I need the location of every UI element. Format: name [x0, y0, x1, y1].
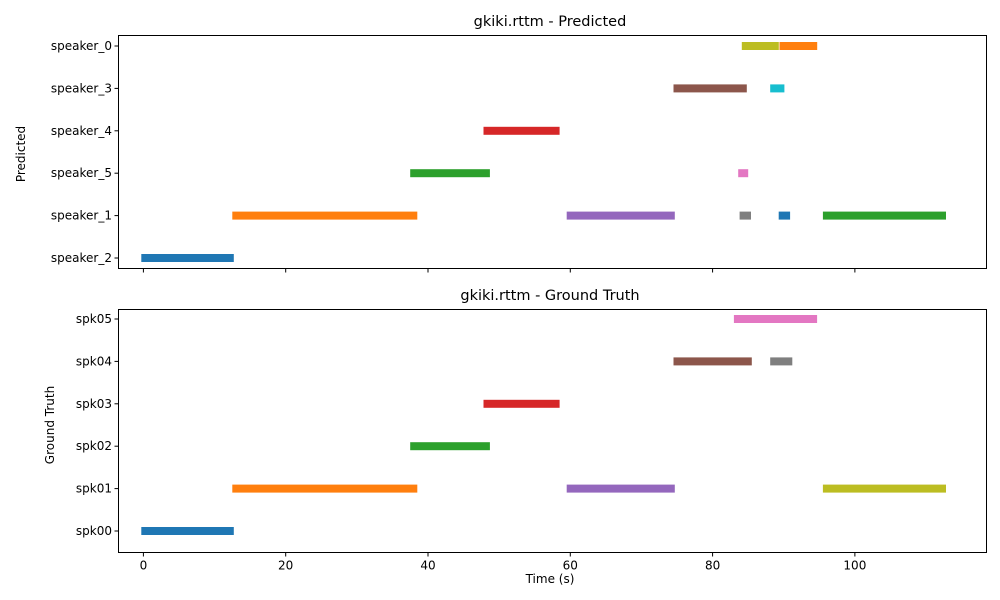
predicted-segment-speaker_4-3	[483, 126, 560, 135]
ground-truth-segment-spk00-0	[141, 527, 234, 535]
predicted-axes: gkiki.rttm - Predicted Predicted speaker…	[14, 14, 987, 273]
ground-truth-segment-spk03-3	[483, 399, 560, 408]
ground-truth-xtick-label-80: 80	[705, 559, 720, 573]
predicted-segment-speaker_1-10	[778, 211, 791, 220]
predicted-segment-speaker_5-2	[410, 169, 490, 178]
predicted-ytick-label-speaker_1: speaker_1	[51, 209, 112, 223]
ground-truth-ytick-label-spk02: spk02	[76, 439, 112, 453]
predicted-segment-speaker_2-0	[141, 254, 234, 262]
ground-truth-segment-spk05-6	[733, 315, 818, 323]
predicted-segment-speaker_1-7	[739, 211, 751, 220]
ground-truth-xtick-label-20: 20	[278, 559, 293, 573]
ground-truth-ytick-label-spk03: spk03	[76, 397, 112, 411]
ground-truth-ylabel: Ground Truth	[43, 386, 57, 464]
predicted-ylabel: Predicted	[14, 126, 28, 182]
ground-truth-ytick-label-spk04: spk04	[76, 354, 112, 368]
ground-truth-segment-spk02-2	[410, 442, 490, 451]
ground-truth-segment-spk01-4	[566, 484, 675, 493]
predicted-yticks: speaker_2 speaker_1 speaker_5 speaker_4 spea…	[51, 39, 119, 265]
predicted-segment-speaker_0-8	[741, 42, 779, 50]
ground-truth-xtick-label-60: 60	[563, 559, 578, 573]
ground-truth-xtick-label-100: 100	[843, 559, 866, 573]
predicted-ytick-label-speaker_2: speaker_2	[51, 251, 112, 265]
predicted-ytick-label-speaker_4: speaker_4	[51, 124, 112, 138]
ground-truth-marks	[141, 315, 946, 535]
ground-truth-yticks: spk00 spk01 spk02 spk03 spk04 spk05	[76, 312, 119, 538]
ground-truth-axes: gkiki.rttm - Ground Truth Ground Truth s…	[43, 288, 987, 586]
predicted-segment-speaker_1-12	[822, 211, 946, 220]
predicted-xticks	[142, 268, 856, 273]
ground-truth-plot-frame	[118, 309, 987, 553]
ground-truth-xticks: 0 20 40 60 80 100	[140, 552, 866, 573]
ground-truth-segment-spk04-7	[770, 357, 793, 366]
ground-truth-ytick-label-spk01: spk01	[76, 482, 112, 496]
predicted-marks	[141, 42, 946, 262]
predicted-segment-speaker_5-6	[738, 169, 749, 178]
predicted-title: gkiki.rttm - Predicted	[474, 14, 627, 30]
predicted-segment-speaker_1-4	[566, 211, 675, 220]
ground-truth-segment-spk04-5	[673, 357, 752, 366]
ground-truth-title: gkiki.rttm - Ground Truth	[460, 288, 639, 304]
ground-truth-segment-spk01-1	[232, 484, 418, 493]
predicted-segment-speaker_0-11	[779, 42, 818, 50]
ground-truth-segment-spk01-8	[822, 484, 946, 493]
ground-truth-xtick-label-40: 40	[420, 559, 435, 573]
ground-truth-xlabel: Time (s)	[525, 572, 575, 586]
predicted-plot-frame	[118, 35, 987, 269]
ground-truth-ytick-label-spk05: spk05	[76, 312, 112, 326]
ground-truth-xtick-label-0: 0	[140, 559, 148, 573]
predicted-ytick-label-speaker_0: speaker_0	[51, 39, 112, 53]
predicted-ytick-label-speaker_5: speaker_5	[51, 166, 112, 180]
predicted-segment-speaker_1-1	[232, 211, 418, 220]
predicted-segment-speaker_3-5	[673, 84, 747, 93]
predicted-segment-speaker_3-9	[770, 84, 785, 93]
ground-truth-ytick-label-spk00: spk00	[76, 524, 112, 538]
predicted-ytick-label-speaker_3: speaker_3	[51, 81, 112, 95]
